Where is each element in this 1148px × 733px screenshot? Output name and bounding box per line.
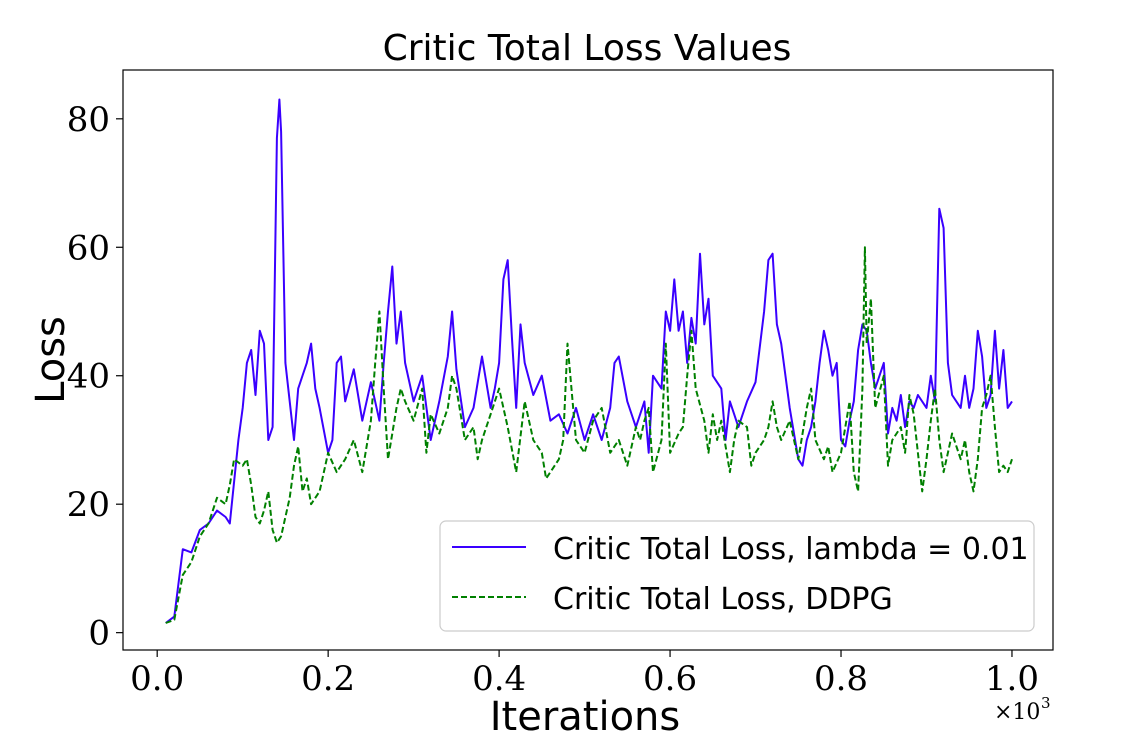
x-scale-base: ×10 [994, 700, 1040, 725]
x-axis-scale-factor: ×10 3 [994, 694, 1051, 725]
y-axis-label: Loss [28, 316, 74, 404]
x-tick-label: 0.0 [130, 659, 184, 699]
chart-title: Critic Total Loss Values [383, 28, 792, 69]
legend-label-ddpg: Critic Total Loss, DDPG [553, 582, 893, 617]
y-tick-label: 60 [67, 228, 110, 268]
series-line-1 [165, 246, 1013, 624]
y-tick-label: 0 [88, 614, 110, 654]
x-axis-ticks: 0.0 0.2 0.4 0.6 0.8 1.0 [130, 650, 1039, 699]
y-tick-label: 40 [67, 357, 110, 397]
x-tick-label: 0.4 [472, 659, 526, 699]
legend: Critic Total Loss, lambda = 0.01 Critic … [439, 520, 1035, 632]
x-tick-label: 0.6 [643, 659, 697, 699]
legend-box [439, 520, 1035, 632]
x-tick-label: 1.0 [985, 659, 1039, 699]
y-tick-label: 80 [67, 100, 110, 140]
series-layer [165, 98, 1013, 624]
y-tick-label: 20 [67, 485, 110, 525]
x-tick-label: 0.8 [814, 659, 868, 699]
x-scale-exponent: 3 [1041, 694, 1051, 712]
x-axis-label: Iterations [490, 694, 681, 733]
x-tick-label: 0.2 [301, 659, 355, 699]
legend-label-lambda: Critic Total Loss, lambda = 0.01 [553, 532, 1029, 567]
y-axis-ticks: 0 20 40 60 80 [67, 100, 123, 654]
series-line-0 [165, 98, 1013, 624]
plot-frame [122, 69, 1054, 651]
